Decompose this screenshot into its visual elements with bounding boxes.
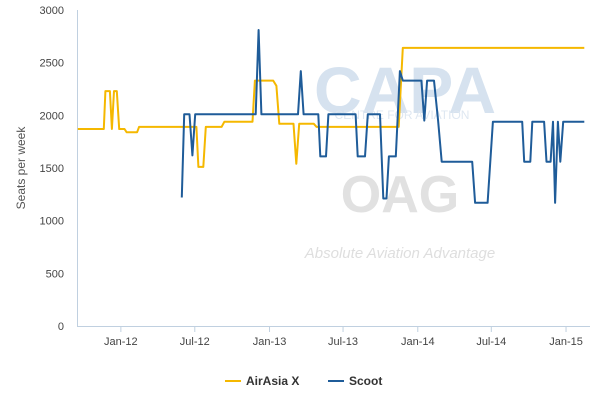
legend-item-scoot[interactable]: Scoot bbox=[328, 374, 382, 388]
y-tick-label: 500 bbox=[46, 268, 64, 280]
x-ticks: Jan-12 Jul-12 Jan-13 Jul-13 Jan-14 Jul-14 Jan-… bbox=[104, 326, 583, 348]
legend-label-scoot: Scoot bbox=[349, 374, 382, 388]
x-tick-label: Jul-12 bbox=[180, 336, 210, 348]
series-line-scoot bbox=[180, 29, 585, 204]
series-layer bbox=[77, 29, 585, 204]
y-tick-label: 1500 bbox=[40, 163, 64, 175]
y-ticks: 0 500 1000 1500 2000 2500 3000 bbox=[40, 5, 64, 333]
legend: AirAsia X Scoot bbox=[225, 374, 382, 388]
x-tick-label: Jan-15 bbox=[549, 336, 583, 348]
watermark-oag: OAG bbox=[341, 166, 459, 224]
series-line-airasia-x bbox=[77, 46, 585, 168]
legend-label-airasia-x: AirAsia X bbox=[246, 374, 299, 388]
x-tick-label: Jan-13 bbox=[253, 336, 287, 348]
x-tick-label: Jan-12 bbox=[104, 336, 138, 348]
y-tick-label: 2000 bbox=[40, 110, 64, 122]
y-tick-label: 3000 bbox=[40, 5, 64, 17]
y-tick-label: 2500 bbox=[40, 58, 64, 70]
watermark-tagline: Absolute Aviation Advantage bbox=[304, 245, 495, 262]
legend-item-airasia-x[interactable]: AirAsia X bbox=[225, 374, 299, 388]
x-tick-label: Jul-14 bbox=[476, 336, 506, 348]
y-axis-title: Seats per week bbox=[14, 126, 28, 210]
y-tick-label: 1000 bbox=[40, 216, 64, 228]
y-tick-label: 0 bbox=[58, 321, 64, 333]
x-tick-label: Jul-13 bbox=[328, 336, 358, 348]
x-tick-label: Jan-14 bbox=[401, 336, 435, 348]
